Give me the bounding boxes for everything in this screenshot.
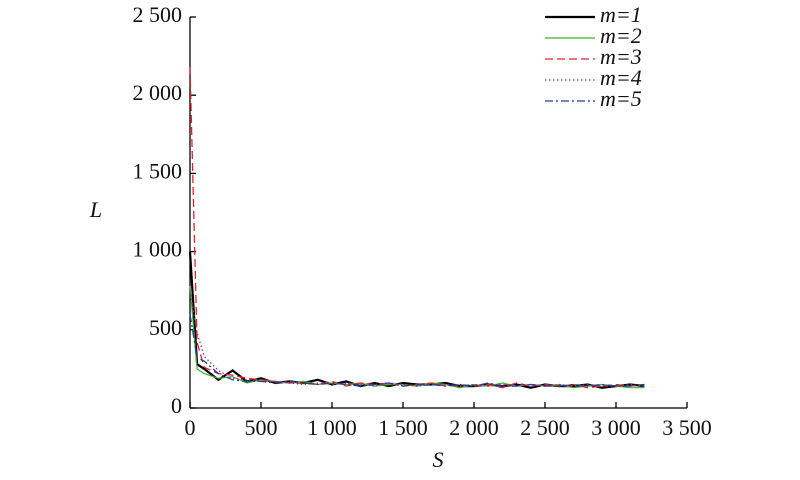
legend-label: m=5: [600, 86, 642, 111]
x-tick-label: 0: [185, 415, 196, 440]
y-tick-label: 0: [171, 393, 182, 418]
legend-label: m=3: [600, 44, 642, 69]
series-line: [189, 290, 645, 387]
series-line: [189, 66, 645, 389]
legend-label: m=4: [600, 65, 642, 90]
series-line: [189, 314, 645, 387]
x-tick-label: 3 000: [591, 415, 641, 440]
x-tick-label: 1 500: [378, 415, 428, 440]
legend-label: m=2: [600, 23, 642, 48]
x-tick-label: 500: [245, 415, 278, 440]
x-tick-label: 2 000: [449, 415, 499, 440]
y-axis-label: L: [89, 197, 102, 222]
series-line: [188, 251, 645, 389]
y-tick-label: 2 000: [133, 80, 183, 105]
y-tick-label: 1 000: [133, 237, 183, 262]
legend-label: m=1: [600, 2, 642, 27]
x-axis-label: S: [433, 447, 444, 472]
x-tick-label: 3 500: [662, 415, 712, 440]
x-tick-label: 1 000: [307, 415, 357, 440]
y-tick-label: 500: [149, 315, 182, 340]
series-line: [189, 285, 645, 389]
y-tick-label: 1 500: [133, 158, 183, 183]
y-tick-label: 2 500: [133, 2, 183, 27]
x-tick-label: 2 500: [520, 415, 570, 440]
